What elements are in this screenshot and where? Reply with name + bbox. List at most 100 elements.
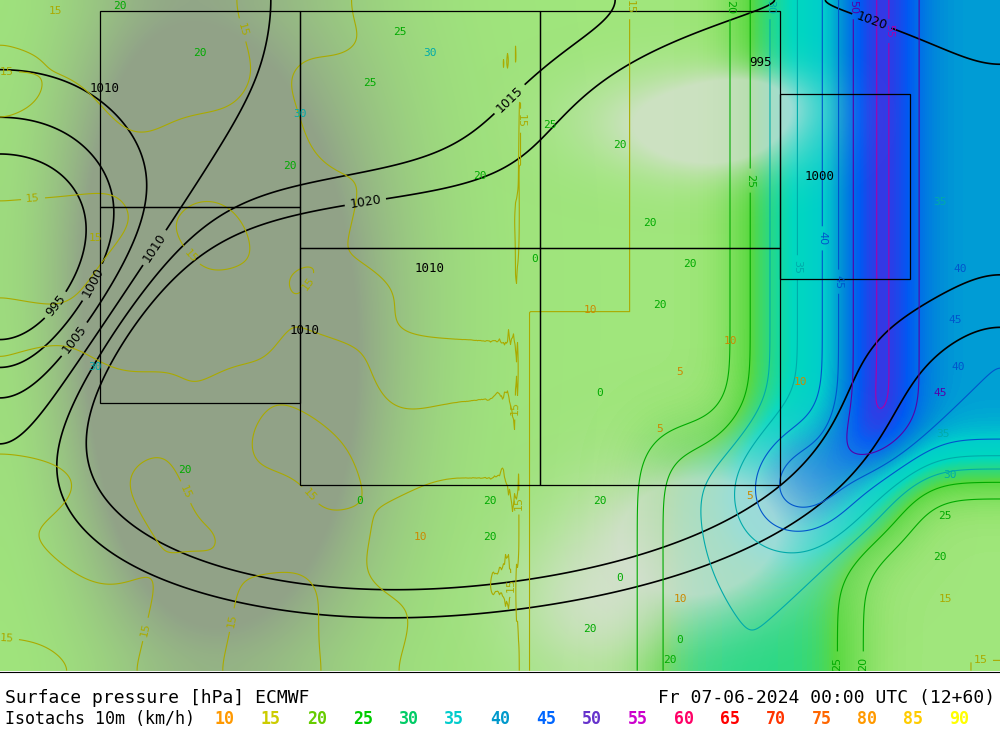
Text: 0: 0: [532, 254, 538, 264]
Text: 30: 30: [399, 710, 419, 728]
Text: 55: 55: [884, 24, 894, 38]
Text: 20: 20: [933, 553, 947, 562]
Text: 995: 995: [44, 292, 69, 319]
Text: 20: 20: [178, 465, 192, 475]
Text: 15: 15: [974, 655, 988, 666]
Text: 75: 75: [811, 710, 831, 728]
Text: 20: 20: [193, 48, 207, 58]
Text: Fr 07-06-2024 00:00 UTC (12+60): Fr 07-06-2024 00:00 UTC (12+60): [658, 689, 995, 707]
Text: 1010: 1010: [415, 262, 445, 276]
Text: 1000: 1000: [805, 169, 835, 183]
Text: 1010: 1010: [90, 82, 120, 95]
Text: 25: 25: [543, 119, 557, 130]
Text: 65: 65: [720, 710, 740, 728]
Text: 15: 15: [506, 578, 516, 592]
Text: 50: 50: [848, 0, 858, 14]
Text: 10: 10: [793, 377, 807, 387]
Text: 35: 35: [936, 429, 950, 439]
Text: 25: 25: [353, 710, 373, 728]
Text: 25: 25: [745, 174, 755, 188]
Text: 15: 15: [261, 710, 281, 728]
Text: 45: 45: [933, 388, 947, 397]
Text: 50: 50: [582, 710, 602, 728]
Text: 45: 45: [948, 315, 962, 325]
Bar: [540, 248, 780, 485]
Text: 30: 30: [765, 0, 775, 14]
Text: 20: 20: [473, 172, 487, 181]
Text: 1005: 1005: [60, 323, 89, 356]
Text: 70: 70: [766, 710, 786, 728]
Text: 15: 15: [300, 275, 316, 292]
Text: 20: 20: [593, 496, 607, 506]
Text: 80: 80: [857, 710, 877, 728]
Text: 0: 0: [617, 573, 623, 583]
Text: 15: 15: [178, 484, 193, 501]
Text: 15: 15: [139, 622, 152, 638]
Text: 25: 25: [938, 511, 952, 521]
Text: 40: 40: [951, 362, 965, 372]
Text: 1015: 1015: [494, 84, 525, 115]
Text: 15: 15: [302, 487, 319, 504]
Text: 15: 15: [516, 114, 526, 128]
Text: 20: 20: [307, 710, 327, 728]
Text: 25: 25: [363, 78, 377, 89]
Text: 30: 30: [943, 470, 957, 480]
Text: 35: 35: [444, 710, 464, 728]
Bar: [300, 11, 540, 248]
Text: 20: 20: [663, 655, 677, 666]
Text: 10: 10: [413, 531, 427, 542]
Text: 1020: 1020: [349, 193, 382, 211]
Text: 15: 15: [26, 194, 40, 205]
Text: 20: 20: [483, 531, 497, 542]
Text: 15: 15: [236, 22, 249, 38]
Text: 15: 15: [938, 594, 952, 603]
Text: 1020: 1020: [855, 10, 889, 32]
Text: 0: 0: [677, 635, 683, 645]
Text: 995: 995: [749, 56, 771, 70]
Text: 20: 20: [653, 300, 667, 310]
Text: 20: 20: [483, 496, 497, 506]
Text: 45: 45: [536, 710, 556, 728]
Text: 0: 0: [597, 388, 603, 397]
Text: 10: 10: [215, 710, 235, 728]
Text: 20: 20: [613, 140, 627, 150]
Text: 30: 30: [293, 109, 307, 119]
Text: 5: 5: [677, 367, 683, 377]
Text: 1000: 1000: [80, 265, 106, 300]
Text: 40: 40: [490, 710, 510, 728]
Text: 85: 85: [903, 710, 923, 728]
Text: 25: 25: [832, 657, 842, 671]
Text: 20: 20: [583, 625, 597, 635]
Text: Isotachs 10m (km/h): Isotachs 10m (km/h): [5, 710, 195, 728]
Text: 20: 20: [858, 657, 868, 671]
Bar: [540, 11, 780, 248]
Text: 20: 20: [683, 259, 697, 269]
Text: 60: 60: [674, 710, 694, 728]
Text: 1010: 1010: [140, 231, 169, 265]
Text: 15: 15: [226, 612, 238, 628]
Bar: [100, 207, 300, 403]
Text: 15: 15: [88, 233, 102, 243]
Text: 15: 15: [625, 0, 635, 14]
Text: 15: 15: [510, 400, 520, 415]
Text: 15: 15: [0, 67, 14, 77]
Text: 15: 15: [0, 633, 14, 644]
Text: 30: 30: [423, 48, 437, 58]
Text: 20: 20: [725, 0, 735, 14]
Text: 55: 55: [628, 710, 648, 728]
Text: 35: 35: [792, 260, 802, 274]
Text: 40: 40: [817, 232, 827, 246]
Text: 30: 30: [88, 362, 102, 372]
Text: 15: 15: [514, 496, 524, 509]
Text: 90: 90: [949, 710, 969, 728]
Text: 10: 10: [583, 305, 597, 315]
Text: 20: 20: [283, 161, 297, 171]
Text: 5: 5: [657, 424, 663, 434]
Text: 40: 40: [953, 264, 967, 274]
Text: 15: 15: [183, 247, 200, 265]
Text: Surface pressure [hPa] ECMWF: Surface pressure [hPa] ECMWF: [5, 689, 310, 707]
Text: 10: 10: [673, 594, 687, 603]
Text: 15: 15: [48, 7, 62, 16]
Bar: [300, 248, 540, 485]
Text: 1010: 1010: [290, 324, 320, 337]
